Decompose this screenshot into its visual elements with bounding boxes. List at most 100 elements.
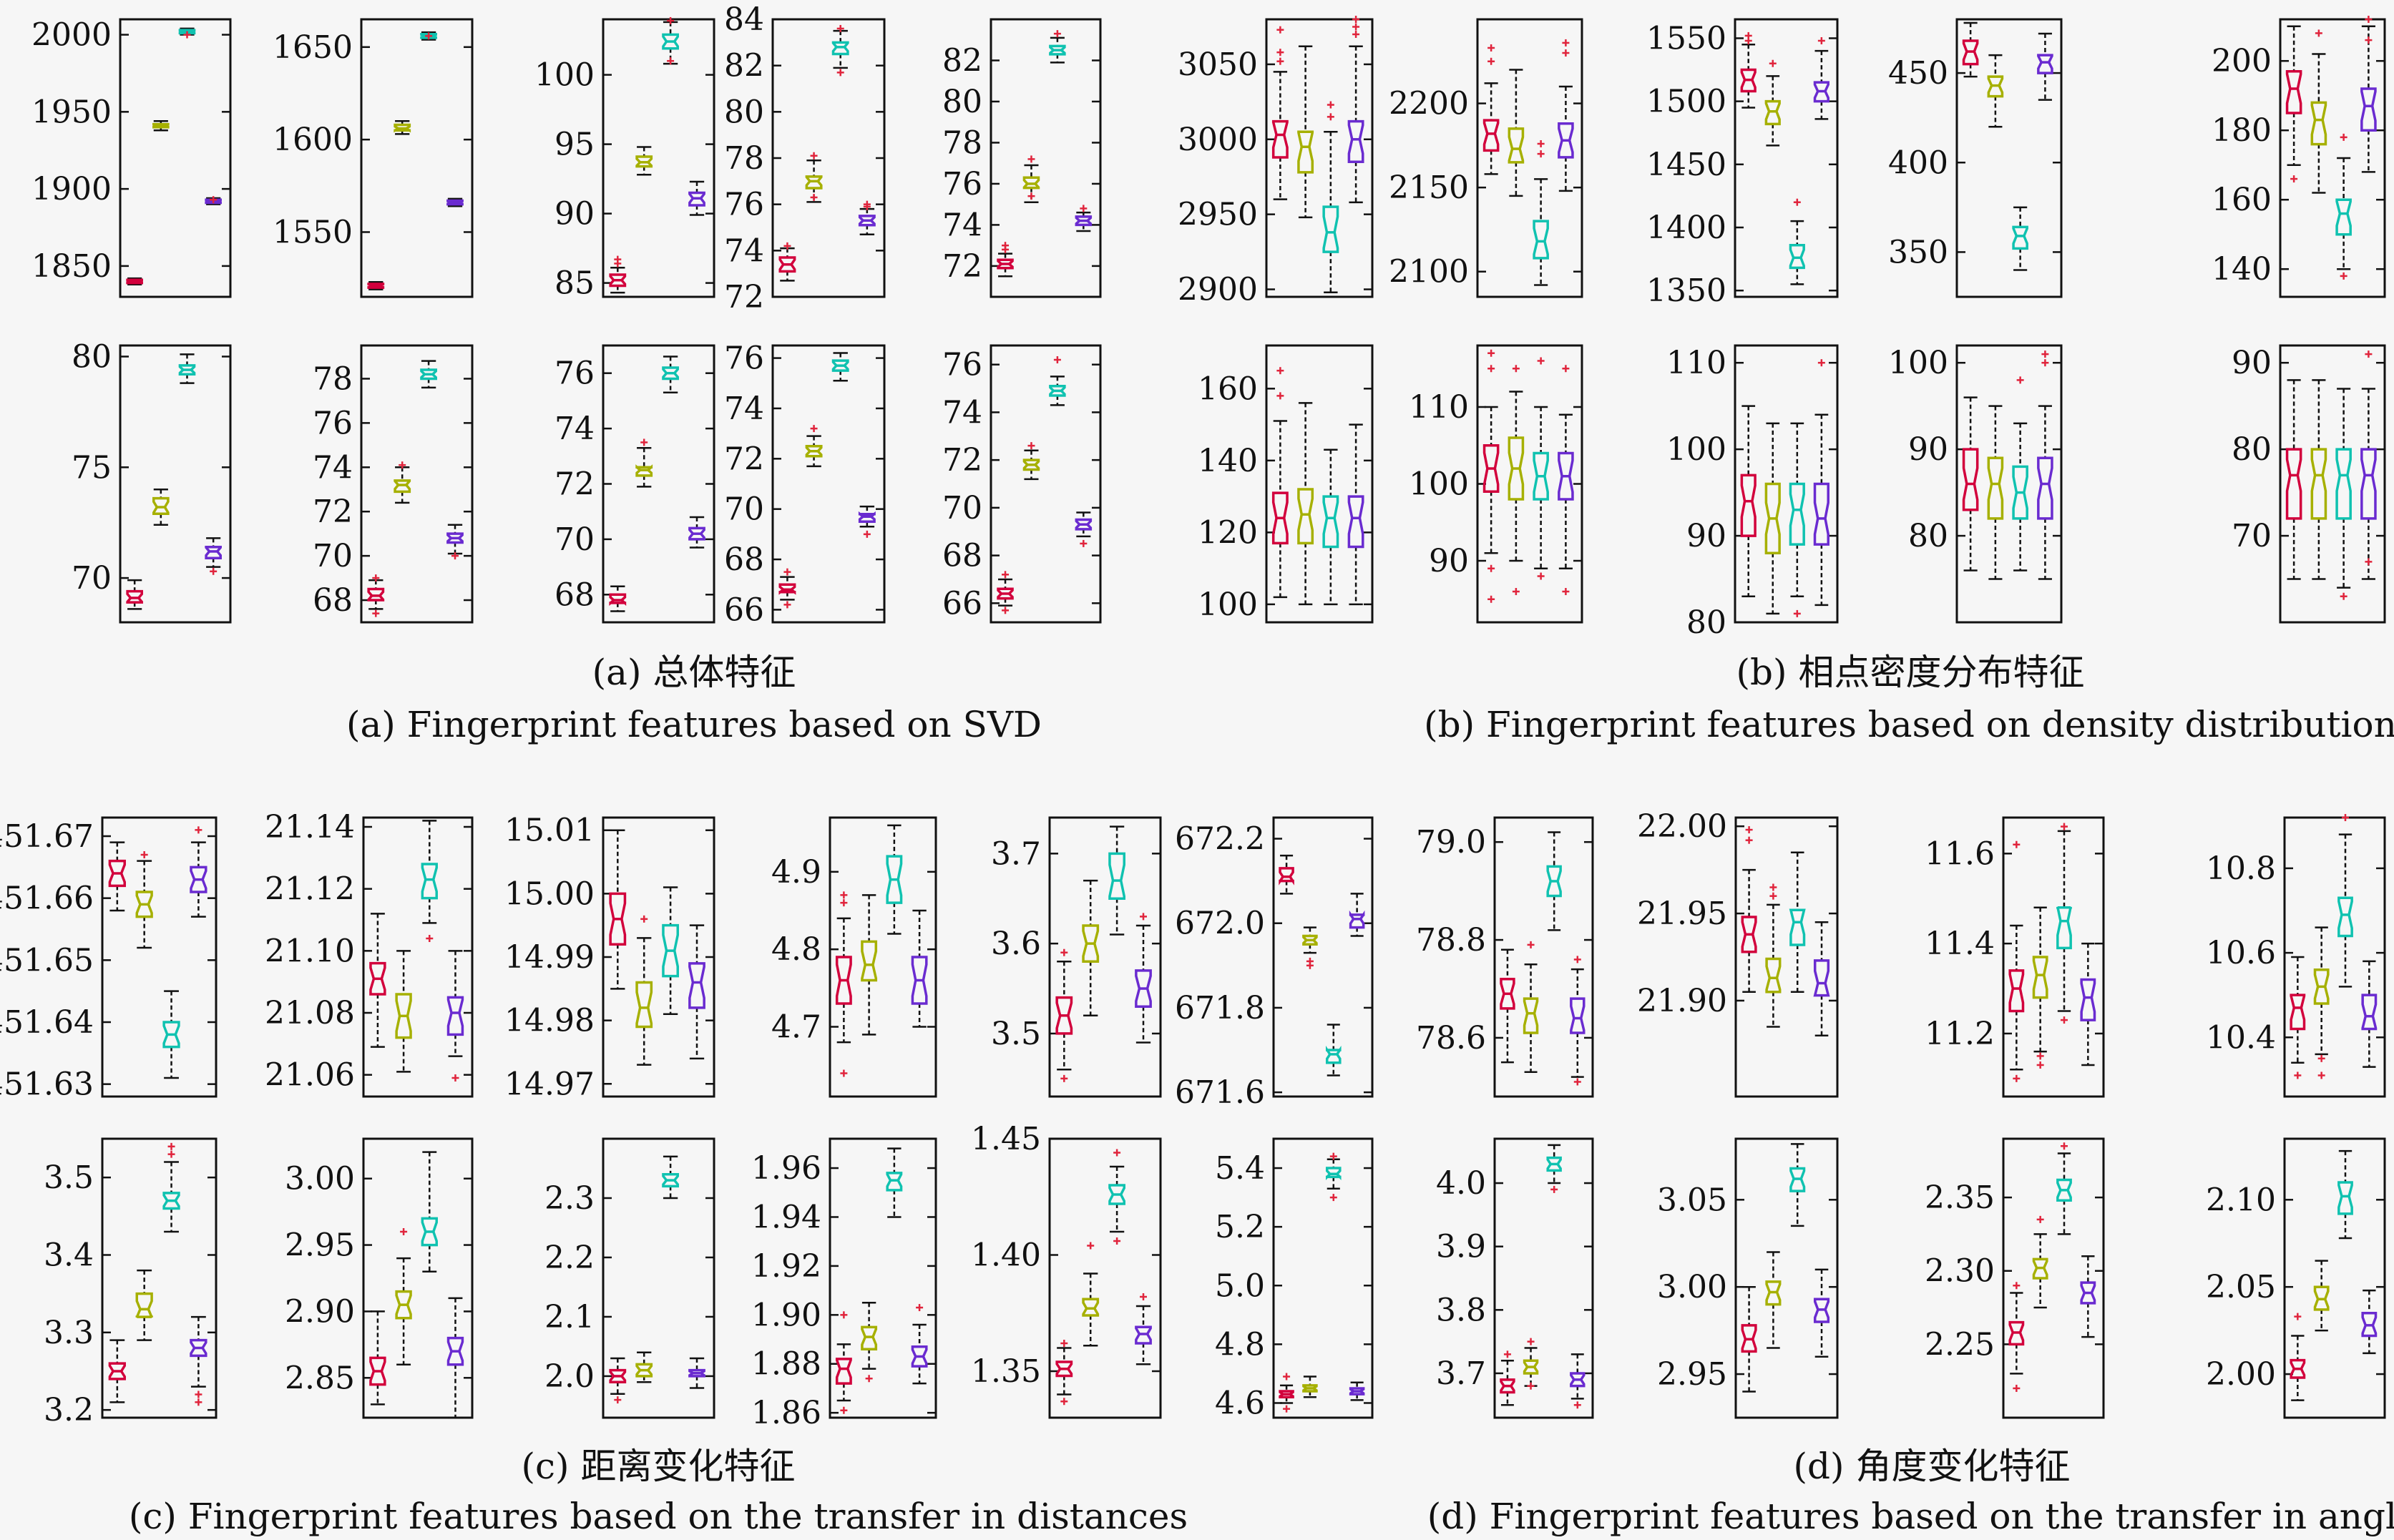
box-body bbox=[858, 511, 876, 524]
outlier-point bbox=[1053, 30, 1061, 38]
box-series-2 bbox=[635, 146, 653, 176]
box-series-4 bbox=[1813, 921, 1830, 1036]
outlier-point bbox=[1562, 365, 1570, 373]
box-series-1 bbox=[1279, 1373, 1294, 1413]
outlier-point bbox=[1276, 392, 1284, 400]
y-tick-label: 74 bbox=[724, 232, 764, 269]
y-tick-label: 4.8 bbox=[1215, 1326, 1265, 1363]
y-tick-label: 66 bbox=[724, 592, 764, 628]
box-series-2 bbox=[2313, 1260, 2330, 1332]
y-tick-label: 21.08 bbox=[265, 995, 355, 1031]
box-body bbox=[831, 359, 849, 372]
box-series-3 bbox=[831, 24, 849, 77]
y-tick-label: 160 bbox=[2212, 182, 2272, 218]
box-body bbox=[1049, 44, 1066, 56]
box-body bbox=[190, 865, 207, 893]
box-body bbox=[911, 1345, 928, 1368]
box-series-3 bbox=[2337, 1149, 2353, 1240]
box-body bbox=[1546, 865, 1562, 898]
box-series-4 bbox=[688, 1357, 705, 1389]
y-tick-label: 671.8 bbox=[1175, 990, 1265, 1026]
y-tick-label: 80 bbox=[1908, 518, 1948, 554]
plot-frame bbox=[119, 18, 232, 298]
y-tick-label: 2150 bbox=[1389, 170, 1469, 206]
y-tick-label: 21.14 bbox=[265, 809, 355, 845]
outlier-point bbox=[1352, 16, 1360, 23]
plot-frame bbox=[360, 18, 474, 298]
y-tick-label: 90 bbox=[1686, 518, 1726, 554]
y-tick-label: 672.2 bbox=[1175, 821, 1265, 858]
box-series-2 bbox=[152, 120, 170, 132]
box-body bbox=[126, 278, 143, 285]
outlier-point bbox=[1769, 59, 1777, 67]
box-series-1 bbox=[126, 277, 143, 286]
box-body bbox=[1322, 495, 1339, 549]
plot-frame bbox=[771, 18, 886, 298]
y-tick-label: 85 bbox=[554, 265, 595, 302]
y-tick-label: 76 bbox=[554, 355, 595, 392]
box-series-1 bbox=[1741, 1285, 1757, 1393]
box-body bbox=[2337, 1181, 2353, 1215]
outlier-point bbox=[451, 552, 459, 560]
boxplot-a-2: 1550 1600 1650 bbox=[273, 18, 474, 298]
box-series-2 bbox=[1022, 155, 1040, 204]
y-tick-label: 1500 bbox=[1646, 84, 1726, 120]
y-tick-label: 100 bbox=[534, 57, 595, 94]
box-series-4 bbox=[2361, 960, 2378, 1068]
boxplot-c-5: 3.5 3.6 3.7 bbox=[991, 816, 1162, 1098]
box-series-4 bbox=[2037, 32, 2053, 101]
box-series-1 bbox=[1482, 349, 1500, 603]
box-body bbox=[1022, 176, 1040, 190]
box-body bbox=[662, 1173, 680, 1188]
outlier-point bbox=[1527, 1338, 1535, 1345]
outlier-point bbox=[783, 601, 791, 609]
y-tick-label: 70 bbox=[2232, 518, 2272, 554]
outlier-point bbox=[1329, 1194, 1337, 1202]
y-tick-label: 3.5 bbox=[44, 1159, 94, 1196]
plot-frame bbox=[1476, 18, 1583, 298]
box-body bbox=[135, 891, 153, 918]
y-tick-label: 22.00 bbox=[1637, 808, 1727, 845]
box-series-3 bbox=[662, 16, 680, 65]
outlier-point bbox=[836, 24, 844, 32]
outlier-point bbox=[1527, 1382, 1535, 1390]
box-series-3 bbox=[1108, 825, 1126, 936]
box-series-1 bbox=[1962, 396, 1979, 572]
y-tick-label: 100 bbox=[1409, 466, 1469, 503]
box-body bbox=[1108, 852, 1126, 900]
box-body bbox=[662, 366, 680, 381]
box-series-2 bbox=[1523, 1338, 1539, 1390]
outlier-point bbox=[783, 568, 791, 576]
boxplot-c-6: 3.2 3.3 3.4 3.5 bbox=[44, 1137, 218, 1428]
box-series-4 bbox=[2080, 1255, 2096, 1338]
y-tick-label: 1850 bbox=[31, 248, 112, 285]
y-tick-label: 21.90 bbox=[1637, 983, 1727, 1019]
box-series-3 bbox=[2056, 1142, 2072, 1235]
boxplot-b-1: 2900 2950 3000 3050 bbox=[1178, 16, 1374, 308]
boxplot-a-9: 66 68 70 72 74 76 bbox=[724, 340, 886, 628]
outlier-point bbox=[372, 609, 380, 617]
box-body bbox=[1508, 436, 1525, 501]
outlier-point bbox=[167, 1142, 175, 1150]
outlier-point bbox=[2317, 1071, 2325, 1079]
plot-frame bbox=[1955, 18, 2063, 298]
box-body bbox=[1533, 220, 1549, 260]
outlier-point bbox=[640, 438, 648, 446]
box-body bbox=[1813, 482, 1829, 546]
y-tick-label: 1.88 bbox=[751, 1346, 821, 1383]
outlier-point bbox=[2340, 592, 2347, 600]
y-tick-label: 72 bbox=[724, 441, 764, 477]
box-body bbox=[2008, 969, 2025, 1013]
box-body bbox=[1740, 474, 1757, 537]
outlier-point bbox=[2041, 359, 2049, 367]
box-body bbox=[369, 961, 386, 996]
outlier-point bbox=[916, 1304, 924, 1312]
y-tick-label: 80 bbox=[72, 338, 112, 375]
box-series-1 bbox=[1271, 367, 1289, 599]
boxplot-c-4: 4.7 4.8 4.9 bbox=[771, 816, 937, 1098]
box-series-1 bbox=[367, 574, 385, 617]
y-tick-label: 3.4 bbox=[44, 1237, 94, 1274]
box-series-3 bbox=[420, 360, 438, 389]
plot-frame bbox=[2283, 816, 2386, 1098]
box-body bbox=[108, 1362, 126, 1380]
